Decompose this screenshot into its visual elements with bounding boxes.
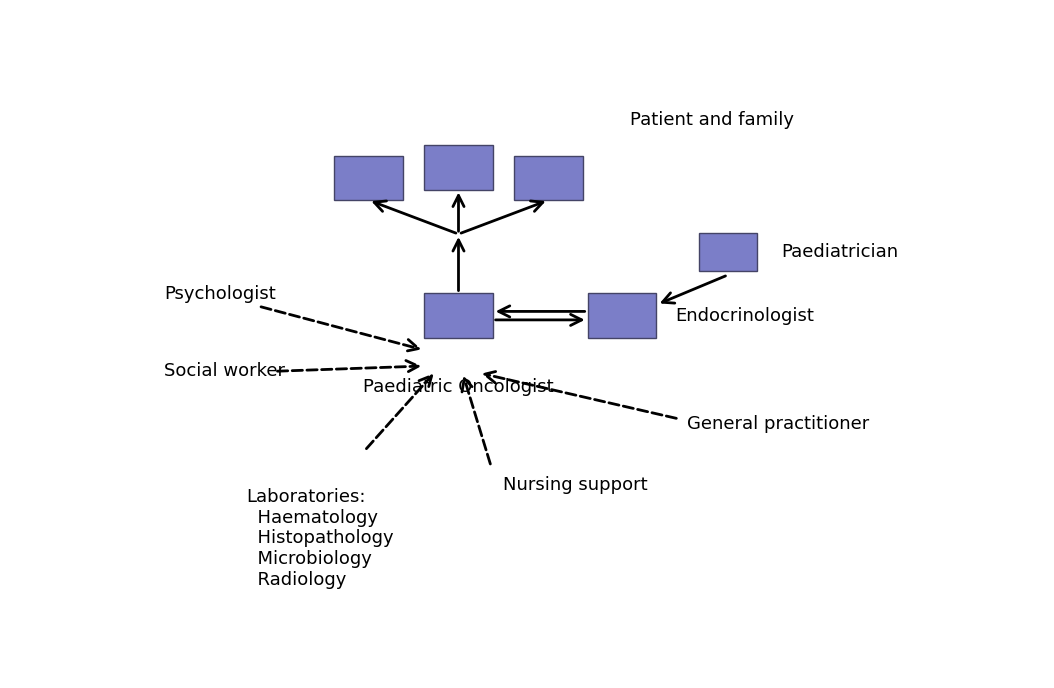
Text: Paediatrician: Paediatrician	[781, 243, 898, 261]
Bar	[514, 155, 583, 200]
Text: Nursing support: Nursing support	[504, 476, 648, 494]
Text: Laboratories:
  Haematology
  Histopathology
  Microbiology
  Radiology: Laboratories: Haematology Histopathology…	[247, 488, 394, 589]
Text: Social worker: Social worker	[164, 363, 286, 380]
Text: Psychologist: Psychologist	[164, 286, 276, 303]
Bar	[699, 233, 757, 271]
Bar	[424, 293, 493, 338]
Text: Endocrinologist: Endocrinologist	[675, 307, 814, 325]
Text: Paediatric Oncologist: Paediatric Oncologist	[364, 378, 553, 396]
Bar	[587, 293, 657, 338]
Bar	[424, 145, 493, 190]
Bar	[334, 155, 403, 200]
Text: General practitioner: General practitioner	[687, 416, 870, 433]
Text: Patient and family: Patient and family	[630, 111, 794, 129]
